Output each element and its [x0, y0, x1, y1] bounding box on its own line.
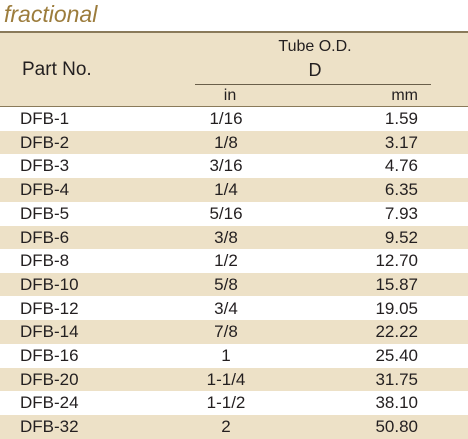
table-cell: DFB-32 — [20, 417, 79, 437]
title: fractional — [4, 1, 98, 27]
table-row: DFB-20 1-1/4 31.75 — [0, 367, 468, 392]
table-cell: 15.87 — [375, 274, 418, 294]
table-header — [0, 33, 468, 107]
table-cell: 1 — [221, 346, 231, 365]
table-row: DFB-1 1/16 1.59 — [0, 107, 468, 131]
table-row: DFB-16 1 25.40 — [0, 344, 468, 368]
table-cell: 7.93 — [384, 203, 418, 223]
group-symbol: D — [308, 60, 322, 80]
table-cell: DFB-10 — [20, 274, 79, 294]
table-cell: 5/8 — [214, 274, 238, 294]
group-header: Tube O.D. — [278, 38, 352, 55]
table-cell: 22.22 — [375, 322, 418, 342]
table-cell: 3/4 — [214, 298, 238, 318]
table-row: DFB-6 3/8 9.52 — [0, 225, 468, 250]
table-row: DFB-32 2 50.80 — [0, 415, 468, 439]
table-cell: DFB-8 — [20, 251, 70, 271]
table-cell: 1-1/2 — [206, 393, 246, 413]
table-cell: DFB-2 — [20, 132, 70, 152]
table-cell: DFB-16 — [20, 346, 79, 365]
table-cell: 9.52 — [384, 227, 418, 247]
table-cell: 31.75 — [375, 369, 418, 389]
table-cell: 3/8 — [214, 227, 238, 247]
table-cell: 5/16 — [209, 203, 243, 223]
table-row: DFB-3 3/16 4.76 — [0, 154, 468, 178]
table-row: DFB-24 1-1/2 38.10 — [0, 391, 468, 415]
table-cell: 25.40 — [375, 346, 418, 365]
table-cell: 6.35 — [384, 180, 418, 200]
table-cell: 19.05 — [375, 298, 418, 318]
table-cell: 38.10 — [375, 393, 418, 413]
table-cell: 50.80 — [375, 417, 418, 437]
table-cell: DFB-5 — [20, 203, 70, 223]
table-cell: 1-1/4 — [206, 369, 246, 389]
table-cell: 3.17 — [384, 132, 418, 152]
table-cell: DFB-3 — [20, 156, 70, 176]
table-cell: 1/8 — [214, 132, 238, 152]
table-cell: 7/8 — [214, 322, 238, 342]
part-header: Part No. — [22, 59, 92, 80]
table-cell: DFB-24 — [20, 393, 79, 413]
rule — [195, 84, 431, 85]
table-row: DFB-8 1/2 12.70 — [0, 249, 468, 273]
table-cell: 1/2 — [214, 251, 238, 271]
table-cell: 2 — [221, 417, 231, 437]
table-row: DFB-12 3/4 19.05 — [0, 297, 468, 321]
table-cell: DFB-6 — [20, 227, 70, 247]
table-cell: 3/16 — [209, 156, 243, 176]
sub-header: in — [223, 87, 237, 104]
table-cell: DFB-20 — [20, 369, 79, 389]
table-cell: DFB-4 — [20, 180, 70, 200]
rule — [0, 31, 468, 33]
table-cell: DFB-1 — [20, 109, 70, 128]
table-cell: 4.76 — [384, 156, 418, 176]
table-cell: 1/16 — [209, 109, 243, 128]
sub-header: mm — [391, 87, 418, 104]
table-cell: 1/4 — [214, 180, 238, 200]
table-cell: DFB-14 — [20, 322, 79, 342]
table-row: DFB-14 7/8 22.22 — [0, 320, 468, 344]
rule — [0, 106, 468, 107]
table-cell: 12.70 — [375, 251, 418, 271]
table-cell: DFB-12 — [20, 298, 79, 318]
table-row: DFB-2 1/8 3.17 — [0, 130, 468, 155]
table-row: DFB-10 5/8 15.87 — [0, 272, 468, 297]
table-row: DFB-4 1/4 6.35 — [0, 178, 468, 202]
table-row: DFB-5 5/16 7.93 — [0, 202, 468, 226]
table-cell: 1.59 — [384, 109, 418, 128]
